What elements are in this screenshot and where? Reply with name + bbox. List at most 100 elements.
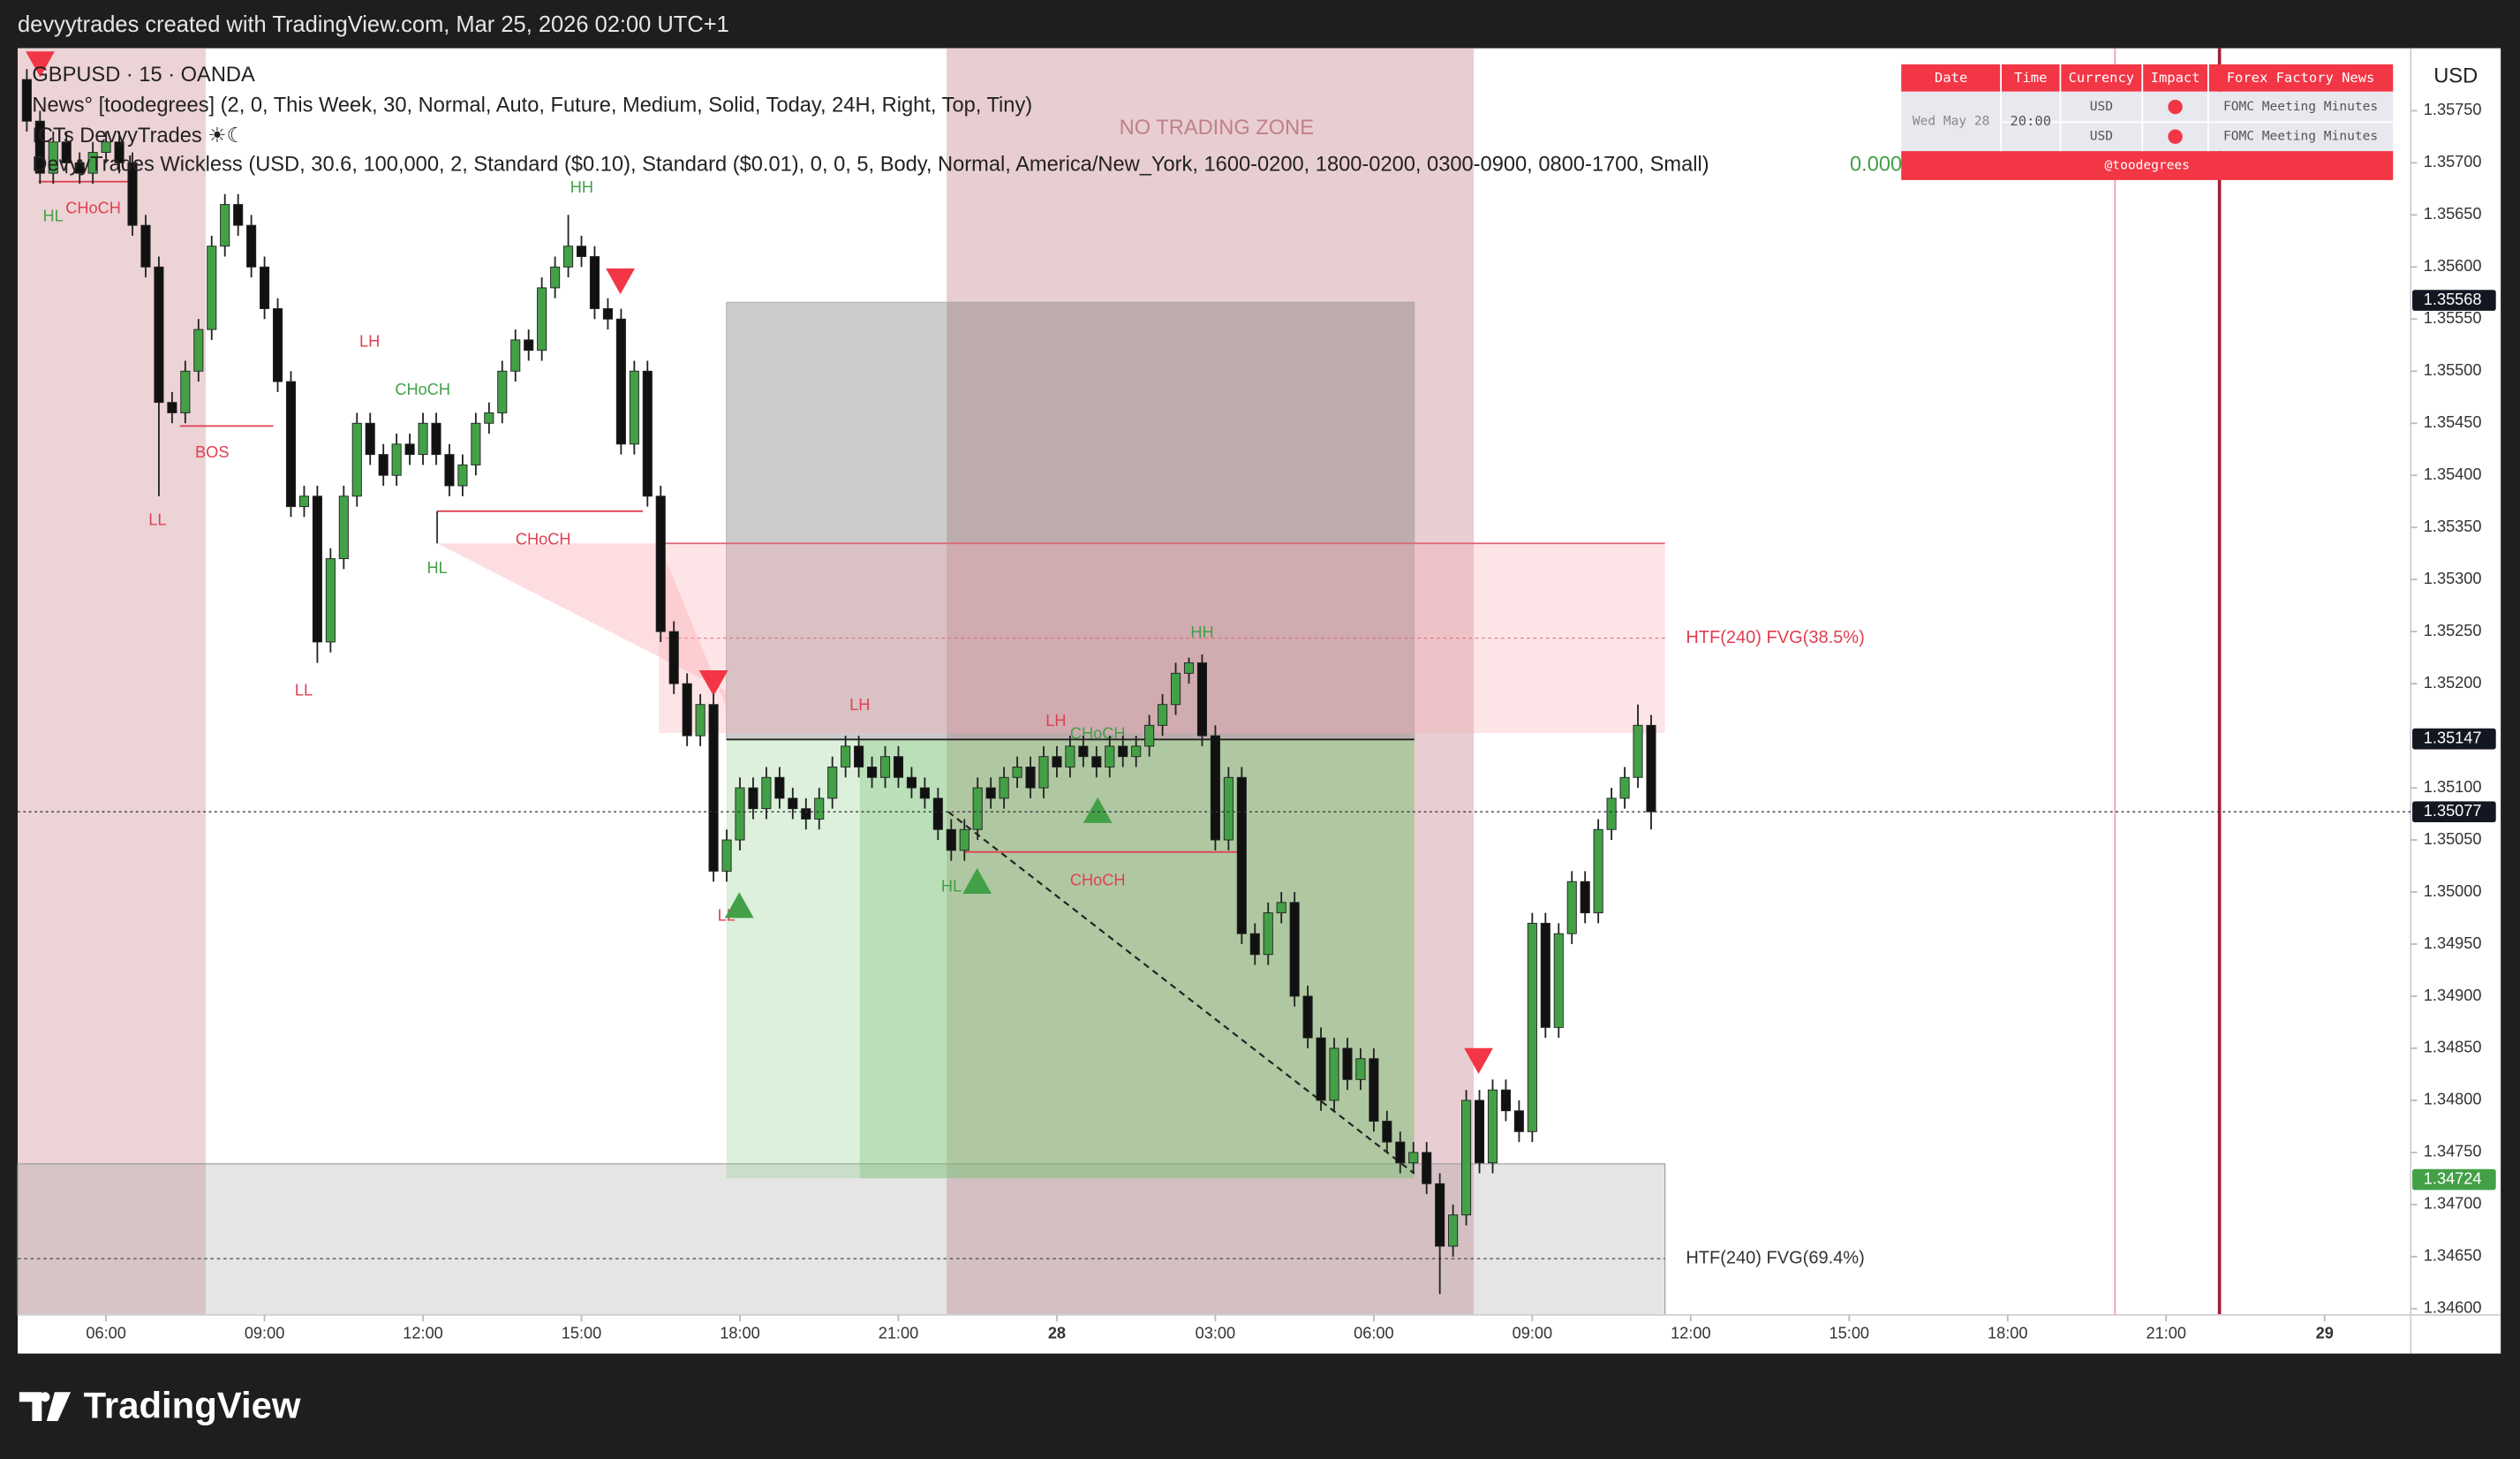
structure-label: CHoCH: [395, 381, 450, 398]
table-header: Currency: [2069, 70, 2135, 86]
candle-body: [814, 798, 825, 820]
y-tick-label: 1.35650: [2424, 205, 2482, 223]
candle-body: [233, 204, 244, 226]
candle-body: [537, 287, 547, 352]
candle-body: [563, 246, 574, 268]
candle-body: [1249, 933, 1260, 956]
candle-body: [668, 631, 679, 684]
table-header: Date: [1935, 70, 1967, 86]
reward-box: [726, 739, 1415, 1179]
header-text: devyytrades created with TradingView.com…: [18, 12, 729, 37]
table-date: Wed May 28: [1913, 113, 1990, 128]
candle-body: [1382, 1121, 1392, 1143]
structure-label: HL: [941, 878, 962, 896]
candle-body: [589, 256, 600, 309]
y-tick-label: 1.35400: [2424, 465, 2482, 483]
candle-body: [524, 339, 534, 352]
candle-body: [1263, 912, 1273, 956]
candle-body: [1025, 767, 1036, 789]
candle-body: [1474, 1100, 1485, 1164]
candle-body: [1131, 745, 1142, 758]
table-currency: USD: [2090, 129, 2113, 144]
x-tick-label: 29: [2316, 1325, 2334, 1342]
candle-body: [932, 798, 943, 830]
candle-body: [999, 776, 1009, 799]
candle-body: [154, 266, 164, 404]
x-tick-label: 28: [1048, 1325, 1066, 1342]
candle-body: [985, 787, 996, 799]
x-tick-label: 15:00: [562, 1325, 602, 1342]
candle-body: [1566, 881, 1577, 934]
y-tick-label: 1.35350: [2424, 518, 2482, 535]
y-tick-label: 1.35250: [2424, 622, 2482, 639]
candle-body: [74, 162, 85, 174]
table-news: FOMC Meeting Minutes: [2223, 129, 2378, 144]
candle-body: [1500, 1089, 1511, 1112]
candle-body: [1118, 745, 1128, 758]
candle-body: [431, 422, 441, 456]
structure-label: LL: [148, 511, 166, 529]
candle-body: [946, 828, 956, 851]
x-tick-label: 12:00: [1671, 1325, 1711, 1342]
candle-body: [1369, 1058, 1379, 1122]
buy-signal: [962, 867, 992, 895]
candle-body: [879, 756, 891, 778]
candle-body: [1435, 1183, 1445, 1247]
table-time: 20:00: [2010, 113, 2051, 129]
candle-body: [761, 776, 772, 810]
candle-body: [721, 839, 732, 872]
x-tick-label: 03:00: [1196, 1325, 1236, 1342]
candle-body: [48, 141, 58, 174]
candle-body: [101, 141, 111, 154]
trend-dash: [947, 811, 1415, 1175]
candle-body: [655, 495, 666, 632]
candle-body: [1302, 995, 1313, 1039]
fvg-label: HTF(240) FVG(38.5%): [1686, 628, 1864, 647]
impact-dot: [2168, 99, 2183, 115]
candle-body: [167, 402, 177, 413]
candle-body: [1342, 1047, 1353, 1080]
candle-body: [1276, 902, 1286, 914]
candle-body: [140, 224, 151, 268]
structure-label: CHoCH: [516, 530, 571, 548]
candle-body: [220, 204, 230, 247]
projection-wedge: [437, 543, 727, 707]
price-tag: [2412, 801, 2496, 823]
y-tick-label: 1.35050: [2424, 830, 2482, 848]
legend-wickless: DevyyTrades Wickless (USD, 30.6, 100,000…: [32, 154, 1709, 177]
y-tick-label: 1.34950: [2424, 934, 2482, 952]
sell-signal: [1464, 1047, 1493, 1074]
candle-body: [576, 246, 587, 257]
candle-body: [919, 787, 930, 799]
impact-dot: [2168, 129, 2183, 144]
y-tick-label: 1.35450: [2424, 413, 2482, 431]
price-tag: [2412, 1168, 2496, 1191]
y-tick-label: 1.34750: [2424, 1143, 2482, 1160]
table-header-bg: [1901, 64, 2394, 92]
sell-signal: [26, 51, 55, 78]
candle-body: [378, 454, 389, 476]
candle-body: [841, 745, 851, 767]
x-tick-label: 06:00: [86, 1325, 126, 1342]
candle-body: [642, 370, 653, 497]
structure-label: LH: [849, 696, 870, 714]
candle-body: [1408, 1152, 1419, 1164]
y-tick-label: 1.35750: [2424, 101, 2482, 118]
candle-body: [602, 308, 613, 320]
buy-signal: [1083, 797, 1113, 823]
candle-body: [1223, 776, 1234, 841]
logo-icon: [19, 1392, 72, 1422]
y-tick-label: 1.34700: [2424, 1195, 2482, 1213]
candle-body: [1170, 672, 1181, 706]
candle-body: [272, 308, 283, 382]
candle-body: [312, 495, 322, 643]
candle-body: [1580, 881, 1590, 914]
y-tick-label: 1.34650: [2424, 1247, 2482, 1265]
candle-body: [972, 787, 983, 830]
candle-body: [827, 767, 838, 799]
plot-area: NO TRADING ZONE HTF(240) FVG(38.5%) HTF(24…: [17, 48, 2222, 1316]
candle-body: [1448, 1214, 1459, 1247]
candle-body: [298, 495, 309, 508]
x-tick-label: 06:00: [1354, 1325, 1394, 1342]
sell-signal: [606, 268, 635, 295]
